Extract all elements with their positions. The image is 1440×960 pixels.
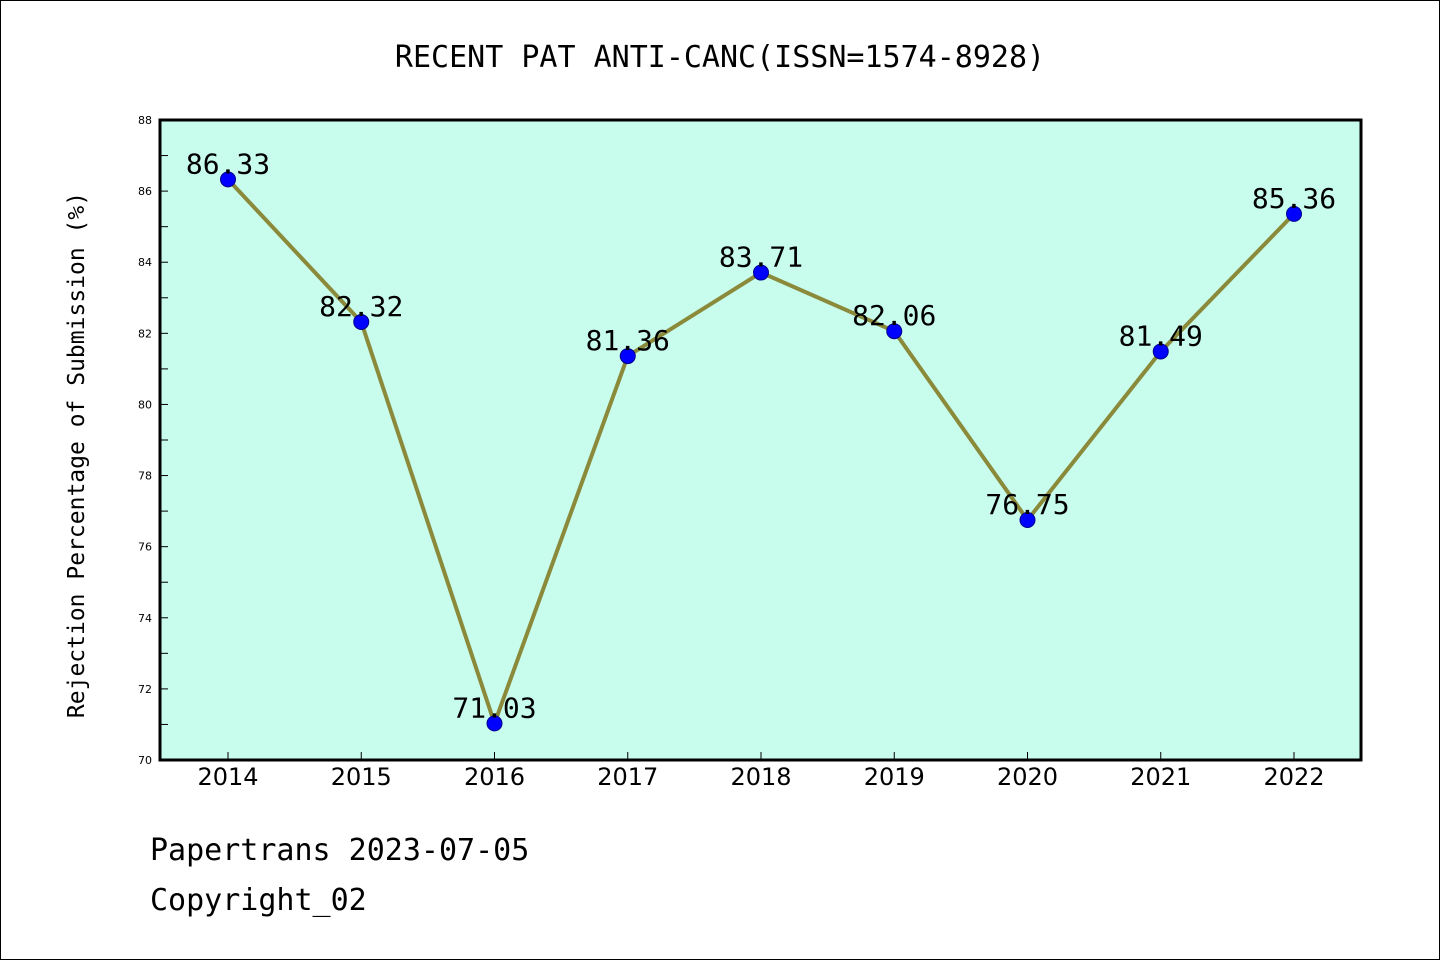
data-label: 81.36 [586, 324, 670, 357]
footer-source: Papertrans 2023-07-05 [150, 833, 530, 868]
data-point [220, 171, 236, 188]
plot-area [160, 120, 1361, 760]
data-point [619, 348, 636, 365]
data-points [220, 171, 1302, 732]
y-tick-label: 76 [138, 541, 152, 554]
y-tick-label: 88 [138, 114, 152, 127]
x-tick-label: 2015 [331, 763, 392, 791]
chart-title: RECENT PAT ANTI-CANC(ISSN=1574-8928) [395, 40, 1045, 75]
data-point [753, 264, 769, 281]
y-tick-label: 82 [138, 327, 152, 340]
data-label: 71.03 [452, 691, 536, 724]
x-tick-label: 2020 [997, 763, 1058, 791]
y-tick-label: 86 [138, 185, 152, 198]
y-tick-label: 72 [138, 683, 152, 696]
plot-border [158, 118, 1363, 762]
data-point [486, 715, 503, 732]
data-label: 85.36 [1252, 182, 1336, 215]
x-tick-label: 2014 [197, 763, 258, 791]
x-tick-label: 2016 [464, 763, 525, 791]
data-label: 82.32 [319, 290, 403, 323]
data-label: 83.71 [719, 241, 803, 274]
data-point [1152, 343, 1169, 360]
y-tick-label: 80 [138, 398, 152, 411]
x-tick-label: 2017 [597, 763, 658, 791]
data-point [1019, 512, 1036, 528]
data-point [886, 323, 903, 340]
footer-copyright: Copyright_02 [150, 883, 367, 918]
y-tick-label: 70 [138, 754, 152, 767]
x-tick-label: 2021 [1130, 763, 1191, 791]
y-tick-label: 84 [138, 256, 152, 269]
x-tick-label: 2018 [730, 763, 791, 791]
data-point [353, 313, 370, 330]
x-tick-label: 2022 [1263, 763, 1324, 791]
data-point [1286, 205, 1302, 222]
x-axis-ticks: 2014 2015 2016 2017 2018 2019 2020 2021 2022 [197, 752, 1325, 791]
x-tick-label: 2019 [864, 763, 925, 791]
data-label: 86.33 [186, 147, 270, 180]
data-label: 81.49 [1119, 319, 1203, 352]
y-tick-label: 74 [138, 612, 152, 625]
data-label: 82.06 [852, 299, 936, 332]
data-label: 76.75 [985, 488, 1069, 521]
y-tick-label: 78 [138, 470, 152, 483]
data-labels: 86.33 82.32 71.03 81.36 83.71 82.06 76.75 81.49… [186, 147, 1336, 724]
y-axis-label: Rejection Percentage of Submission (%) [64, 192, 90, 718]
